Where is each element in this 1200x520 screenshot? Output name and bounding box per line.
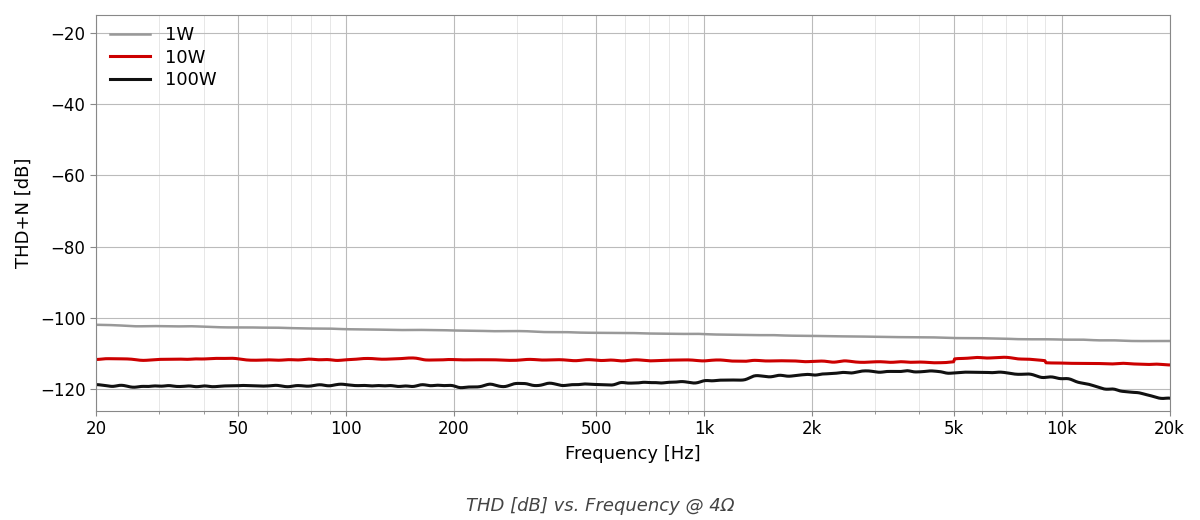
10W [1163,362,1177,368]
1W [1133,338,1147,344]
Line: 100W: 100W [96,371,1170,398]
100W [562,382,576,388]
100W [826,370,840,376]
Line: 1W: 1W [96,325,1170,341]
10W [826,359,840,365]
1W [926,334,941,341]
100W [900,368,914,374]
1W [562,329,576,335]
10W [946,359,960,365]
100W [89,382,103,388]
100W [928,368,942,374]
10W [89,356,103,362]
100W [947,370,961,376]
100W [1163,395,1177,401]
Line: 10W: 10W [96,357,1170,365]
1W [946,335,960,341]
1W [198,323,212,330]
10W [926,360,941,366]
10W [562,357,576,363]
10W [198,356,212,362]
X-axis label: Frequency [Hz]: Frequency [Hz] [565,446,701,463]
100W [523,382,538,388]
10W [997,354,1012,360]
Text: THD [dB] vs. Frequency @ 4Ω: THD [dB] vs. Frequency @ 4Ω [466,497,734,515]
Y-axis label: THD+N [dB]: THD+N [dB] [14,158,32,268]
100W [198,383,212,389]
1W [1163,338,1177,344]
100W [1156,395,1170,401]
Legend: 1W, 10W, 100W: 1W, 10W, 100W [110,26,216,89]
10W [523,356,538,362]
1W [826,333,840,340]
1W [89,322,103,328]
1W [523,328,538,334]
